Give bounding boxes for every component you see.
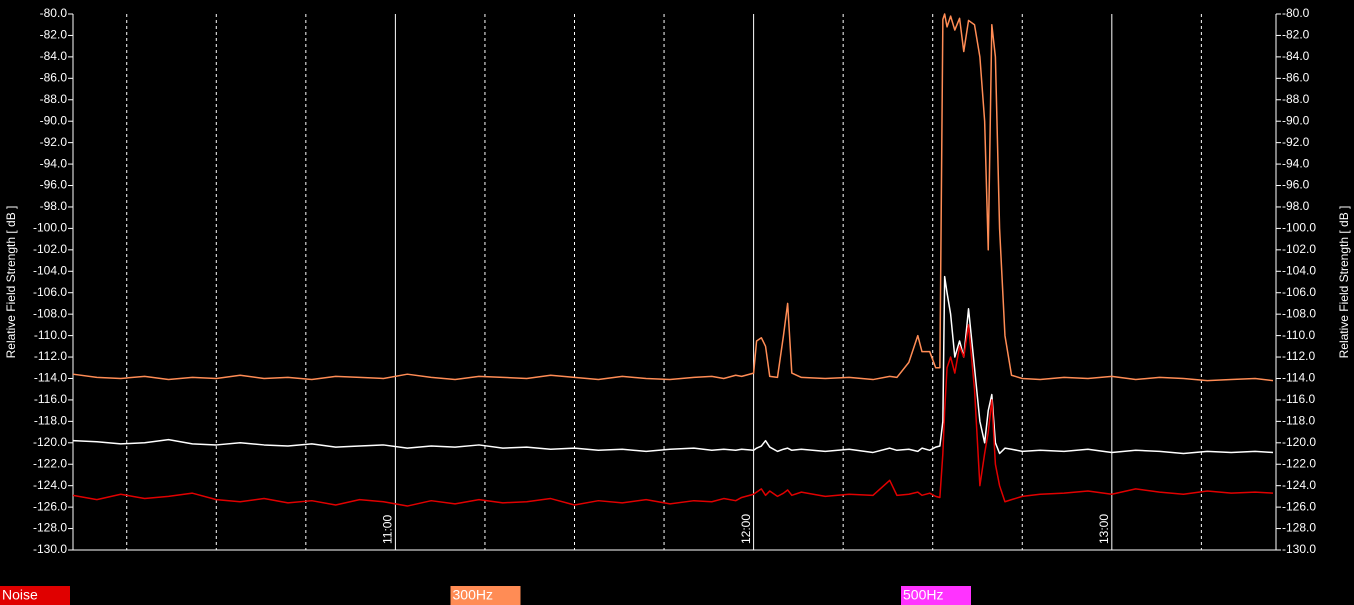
y-tick-label: -118.0 [34, 414, 67, 428]
y-tick-label: -122.0 [33, 456, 67, 470]
y-tick-label: -98.0 [40, 199, 68, 213]
y-tick-label-right: -104.0 [1282, 263, 1316, 277]
series-line [72, 324, 1274, 507]
y-tick-label-right: -84.0 [1282, 49, 1310, 63]
y-tick-label: -86.0 [40, 70, 68, 84]
legend-swatch [901, 586, 971, 605]
y-tick-label: -114.0 [34, 371, 67, 385]
y-tick-label-right: -92.0 [1282, 135, 1310, 149]
y-tick-label-right: -88.0 [1282, 92, 1310, 106]
y-tick-label-right: -116.0 [1282, 392, 1315, 406]
y-tick-label: -92.0 [40, 135, 68, 149]
y-tick-label: -80.0 [40, 6, 68, 20]
x-tick-label: 11:00 [381, 515, 395, 544]
y-axis-label: Relative Field Strength [ dB ] [4, 206, 18, 359]
y-tick-label-right: -86.0 [1282, 70, 1310, 84]
y-tick-label: -126.0 [33, 499, 67, 513]
y-tick-label-right: -126.0 [1282, 499, 1316, 513]
y-tick-label: -108.0 [33, 306, 67, 320]
x-tick-label: 13:00 [1097, 514, 1111, 544]
legend-label: 300Hz [453, 587, 493, 603]
y-tick-label: -90.0 [40, 113, 68, 127]
y-tick-label-right: -114.0 [1282, 371, 1315, 385]
y-tick-label: -116.0 [34, 392, 67, 406]
y-tick-label-right: -108.0 [1282, 306, 1316, 320]
series-line [72, 13, 1274, 382]
legend-swatch [450, 586, 521, 605]
y-tick-label: -102.0 [33, 242, 67, 256]
y-tick-label-right: -118.0 [1282, 414, 1315, 428]
legend-label: Noise [2, 587, 38, 603]
y-tick-label: -112.0 [34, 349, 67, 363]
y-tick-label: -130.0 [33, 542, 67, 556]
legend-label: 500Hz [903, 587, 943, 603]
y-tick-label-right: -94.0 [1282, 156, 1310, 170]
y-tick-label-right: -120.0 [1282, 435, 1316, 449]
y-tick-label: -106.0 [33, 285, 67, 299]
series-line [72, 275, 1274, 455]
y-axis-label-right: Relative Field Strength [ dB ] [1337, 206, 1351, 359]
y-tick-label-right: -112.0 [1282, 349, 1315, 363]
y-tick-label-right: -128.0 [1282, 521, 1316, 535]
y-tick-label-right: -122.0 [1282, 456, 1316, 470]
y-tick-label-right: -110.0 [1282, 328, 1315, 342]
y-tick-label: -104.0 [33, 263, 67, 277]
y-tick-label: -96.0 [40, 178, 68, 192]
y-tick-label-right: -82.0 [1282, 28, 1310, 42]
y-tick-label-right: -98.0 [1282, 199, 1310, 213]
y-tick-label: -84.0 [40, 49, 68, 63]
y-tick-label-right: -130.0 [1282, 542, 1316, 556]
y-tick-label: -88.0 [40, 92, 68, 106]
y-tick-label: -110.0 [34, 328, 67, 342]
y-tick-label: -120.0 [33, 435, 67, 449]
y-tick-label: -94.0 [40, 156, 68, 170]
x-tick-label: 12:00 [739, 514, 753, 544]
legend-swatch [0, 586, 70, 605]
y-tick-label-right: -90.0 [1282, 113, 1310, 127]
y-tick-label: -124.0 [33, 478, 67, 492]
y-tick-label: -82.0 [40, 28, 68, 42]
y-tick-label-right: -96.0 [1282, 178, 1310, 192]
y-tick-label-right: -106.0 [1282, 285, 1316, 299]
y-tick-label: -100.0 [33, 221, 67, 235]
y-tick-label-right: -102.0 [1282, 242, 1316, 256]
y-tick-label-right: -100.0 [1282, 221, 1316, 235]
y-tick-label: -128.0 [33, 521, 67, 535]
y-tick-label-right: -80.0 [1282, 6, 1310, 20]
y-tick-label-right: -124.0 [1282, 478, 1316, 492]
